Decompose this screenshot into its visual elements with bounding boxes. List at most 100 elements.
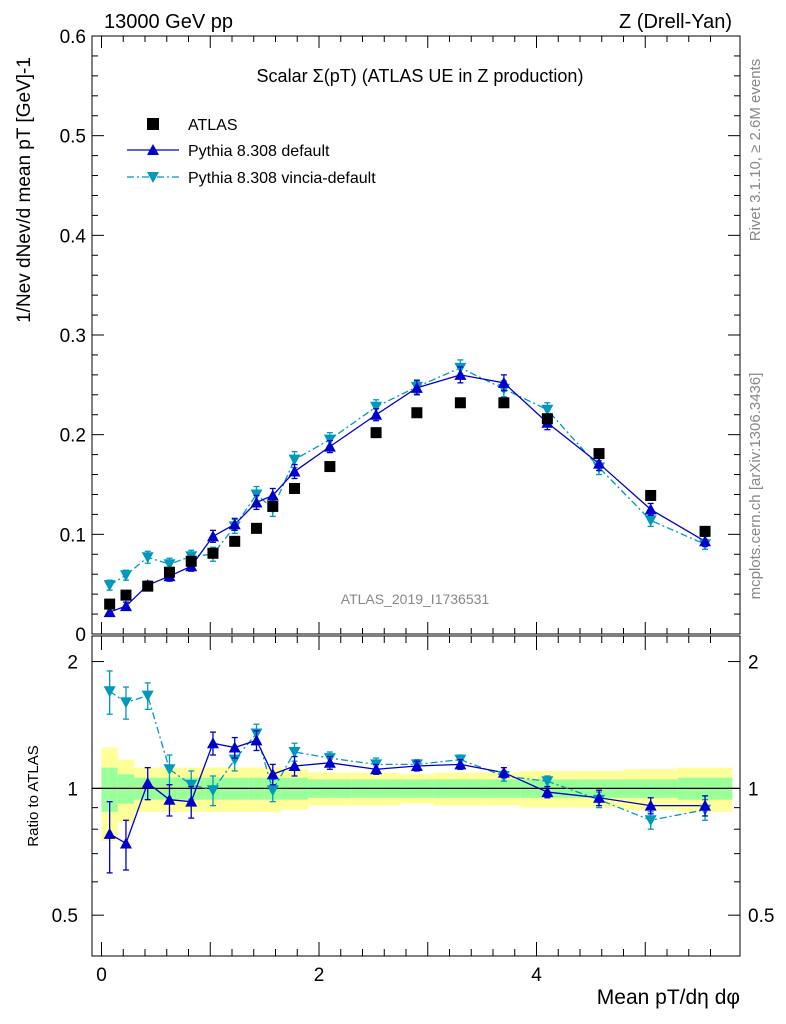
analysis-id: ATLAS_2019_I1736531 bbox=[341, 591, 490, 607]
pythia-default-point bbox=[288, 465, 301, 477]
ratio-vincia-default-point bbox=[163, 764, 176, 776]
ratio-pythia-default-point bbox=[141, 776, 154, 788]
atlas-data-point bbox=[454, 397, 466, 409]
vincia-default-point bbox=[119, 570, 132, 582]
ratio-y-axis-label: Ratio to ATLAS bbox=[25, 745, 42, 846]
main-plot-panel: 0 0.1 0.2 0.3 0.4 0.5 0.6 Scalar Σ(pT) (ATLAS … bbox=[60, 27, 741, 646]
main-data-marks bbox=[103, 359, 712, 618]
series-line-vincia-default bbox=[109, 367, 706, 586]
pythia-default-point bbox=[323, 440, 336, 452]
ratio-pythia-default-point bbox=[206, 737, 219, 749]
atlas-data-point bbox=[498, 397, 510, 409]
vincia-default-point bbox=[370, 401, 383, 413]
legend: ATLAS Pythia 8.308 default Pythia 8.308 vi… bbox=[127, 117, 376, 187]
ratio-pythia-default-point bbox=[541, 786, 554, 798]
ratio-pythia-default-point bbox=[323, 756, 336, 768]
atlas-data-point bbox=[229, 535, 241, 547]
ratio-pythia-default-point bbox=[288, 760, 301, 772]
ratio-pythia-default-point bbox=[454, 758, 467, 770]
atlas-data-point bbox=[289, 482, 301, 494]
ratio-pythia-default-point bbox=[699, 799, 712, 811]
plot-title: Scalar Σ(pT) (ATLAS UE in Z production) bbox=[257, 66, 584, 86]
mcplots-label: mcplots.cern.ch [arXiv:1306.3436] bbox=[747, 373, 764, 600]
atlas-data-point bbox=[163, 566, 175, 578]
main-y-tick-label: 0.2 bbox=[60, 426, 86, 447]
atlas-data-point bbox=[207, 547, 219, 559]
ratio-y-tick-label: 0.5 bbox=[52, 906, 78, 927]
atlas-data-point bbox=[699, 525, 711, 537]
series-line-pythia-default bbox=[109, 374, 706, 613]
ratio-y-tick-label-right: 0.5 bbox=[748, 906, 774, 927]
pythia-default-point bbox=[250, 496, 263, 508]
pythia-default-point bbox=[119, 600, 132, 612]
ratio-plot-panel: 0.5 0.5 1 1 2 2 0 2 4 bbox=[52, 635, 774, 986]
legend-label: ATLAS bbox=[188, 117, 238, 134]
atlas-data-point bbox=[185, 555, 197, 567]
legend-label: Pythia 8.308 default bbox=[188, 143, 330, 160]
atlas-data-point bbox=[142, 580, 154, 592]
pythia-default-point bbox=[410, 381, 423, 393]
legend-label: Pythia 8.308 vincia-default bbox=[188, 170, 376, 187]
legend-atlas-marker bbox=[147, 118, 159, 130]
legend-default-marker bbox=[147, 144, 159, 155]
pythia-default-point bbox=[266, 489, 279, 501]
atlas-data-point bbox=[104, 598, 116, 610]
ratio-vincia-default-point bbox=[185, 779, 198, 791]
ratio-pythia-default-point bbox=[119, 837, 132, 849]
ratio-pythia-default-point bbox=[185, 795, 198, 807]
ratio-vincia-default-point bbox=[228, 754, 241, 766]
energy-label: 13000 GeV pp bbox=[104, 11, 233, 33]
ratio-pythia-default-point bbox=[644, 799, 657, 811]
main-y-tick-label: 0.3 bbox=[60, 326, 86, 347]
atlas-data-point bbox=[541, 413, 553, 425]
ratio-y-tick-label: 1 bbox=[67, 779, 78, 800]
ratio-pythia-default-point bbox=[410, 760, 423, 772]
ratio-pythia-default-point bbox=[593, 791, 606, 803]
ratio-y-tick-label: 2 bbox=[67, 653, 78, 674]
pythia-default-point bbox=[644, 503, 657, 515]
pythia-default-point bbox=[206, 530, 219, 542]
atlas-data-point bbox=[250, 522, 262, 534]
ratio-pythia-default-point bbox=[266, 768, 279, 780]
atlas-data-point bbox=[645, 489, 657, 501]
pythia-default-point bbox=[228, 518, 241, 530]
vincia-default-point bbox=[163, 559, 176, 571]
main-y-tick-label: 0.5 bbox=[60, 127, 86, 148]
atlas-data-point bbox=[411, 407, 423, 419]
ratio-plot-frame bbox=[91, 635, 741, 957]
ratio-y-tick-label-right: 2 bbox=[748, 653, 759, 674]
x-axis-label: Mean pT/dη dφ bbox=[597, 986, 740, 1009]
rivet-label: Rivet 3.1.10, ≥ 2.6M events bbox=[747, 59, 764, 242]
main-y-tick-label: 0.4 bbox=[60, 226, 87, 247]
main-axes: 0 0.1 0.2 0.3 0.4 0.5 0.6 bbox=[60, 27, 740, 646]
pythia-default-point bbox=[593, 457, 606, 469]
ratio-vincia-default-point bbox=[141, 690, 154, 702]
process-label: Z (Drell-Yan) bbox=[619, 11, 732, 33]
ratio-pythia-default-point bbox=[370, 763, 383, 775]
atlas-data-point bbox=[593, 448, 605, 460]
pythia-default-point bbox=[370, 408, 383, 420]
pythia-default-point bbox=[454, 368, 467, 380]
ratio-data-marks bbox=[103, 670, 712, 874]
vincia-default-point bbox=[103, 580, 116, 592]
pythia-default-point bbox=[103, 606, 116, 618]
main-y-tick-label: 0.1 bbox=[60, 525, 86, 546]
x-tick-label: 0 bbox=[96, 965, 107, 986]
ratio-axes: 0.5 0.5 1 1 2 2 0 2 4 bbox=[52, 636, 774, 986]
ratio-pythia-default-point bbox=[228, 741, 241, 753]
vincia-default-point bbox=[644, 515, 657, 527]
ratio-vincia-default-point bbox=[288, 746, 301, 758]
main-y-tick-label: 0 bbox=[75, 625, 86, 646]
ratio-vincia-default-point bbox=[266, 785, 279, 797]
vincia-default-point bbox=[141, 552, 154, 564]
atlas-data-point bbox=[267, 500, 279, 512]
ratio-vincia-default-point bbox=[206, 785, 219, 797]
pythia-default-point bbox=[699, 535, 712, 547]
main-y-axis-label: 1/Nev dNev/d mean pT [GeV]-1 bbox=[14, 57, 35, 323]
pythia-default-point bbox=[497, 376, 510, 388]
ratio-pythia-default-point bbox=[163, 793, 176, 805]
ratio-pythia-default-point bbox=[103, 827, 116, 839]
ratio-vincia-default-point bbox=[541, 776, 554, 788]
ratio-pythia-default-point bbox=[250, 734, 263, 746]
